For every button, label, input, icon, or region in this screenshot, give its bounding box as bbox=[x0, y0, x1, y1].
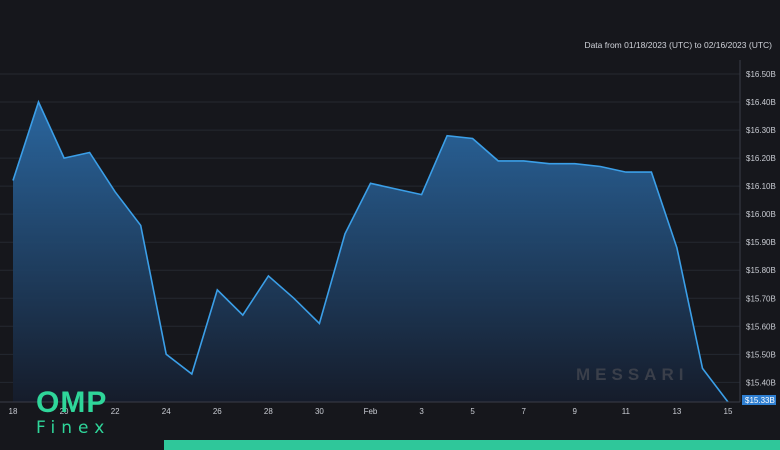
y-tick-label: $15.80B bbox=[746, 266, 776, 275]
series-line bbox=[12, 99, 729, 403]
x-tick-label: 18 bbox=[9, 407, 18, 416]
x-tick-label: 13 bbox=[672, 407, 681, 416]
x-tick-label: 30 bbox=[315, 407, 324, 416]
x-tick-label: 20 bbox=[60, 407, 69, 416]
x-tick-label: 5 bbox=[470, 407, 475, 416]
y-tick-label: $15.60B bbox=[746, 322, 776, 331]
y-tick-label: $16.20B bbox=[746, 154, 776, 163]
y-tick-label: $16.40B bbox=[746, 98, 776, 107]
y-tick-label: $16.30B bbox=[746, 126, 776, 135]
y-tick-label: $16.50B bbox=[746, 70, 776, 79]
accent-bar bbox=[164, 440, 780, 450]
x-tick-label: Feb bbox=[364, 407, 378, 416]
x-tick-label: 15 bbox=[724, 407, 733, 416]
x-axis-ticks: 18 20 22 24 26 28 30 Feb 3 5 7 9 11 13 15 bbox=[9, 407, 733, 416]
y-axis-ticks: $15.40B $15.50B $15.60B $15.70B $15.80B $15.9… bbox=[746, 70, 776, 387]
date-range-label: Data from 01/18/2023 (UTC) to 02/16/2023… bbox=[584, 40, 772, 50]
y-tick-label: $16.00B bbox=[746, 210, 776, 219]
x-tick-label: 24 bbox=[162, 407, 171, 416]
current-value-label: $15.33B bbox=[745, 396, 775, 405]
x-tick-label: 3 bbox=[419, 407, 424, 416]
x-tick-label: 7 bbox=[521, 407, 526, 416]
x-tick-label: 9 bbox=[573, 407, 578, 416]
current-value-badge-bg bbox=[742, 395, 776, 405]
area-fill bbox=[13, 102, 728, 402]
y-tick-label: $15.50B bbox=[746, 350, 776, 359]
messari-watermark: MESSARI bbox=[576, 365, 688, 384]
y-tick-label: $15.90B bbox=[746, 238, 776, 247]
x-tick-label: 26 bbox=[213, 407, 222, 416]
y-tick-label: $16.10B bbox=[746, 182, 776, 191]
brand-line1: OMP bbox=[36, 386, 108, 419]
y-tick-label: $15.70B bbox=[746, 294, 776, 303]
x-tick-label: 22 bbox=[111, 407, 120, 416]
omp-finex-logo: OMP Finex bbox=[36, 388, 110, 437]
x-tick-label: 11 bbox=[622, 407, 631, 416]
current-value-badge: $15.33B bbox=[742, 395, 776, 405]
x-tick-label: 28 bbox=[264, 407, 273, 416]
brand-line2: Finex bbox=[36, 418, 111, 438]
y-tick-label: $15.40B bbox=[746, 378, 776, 387]
